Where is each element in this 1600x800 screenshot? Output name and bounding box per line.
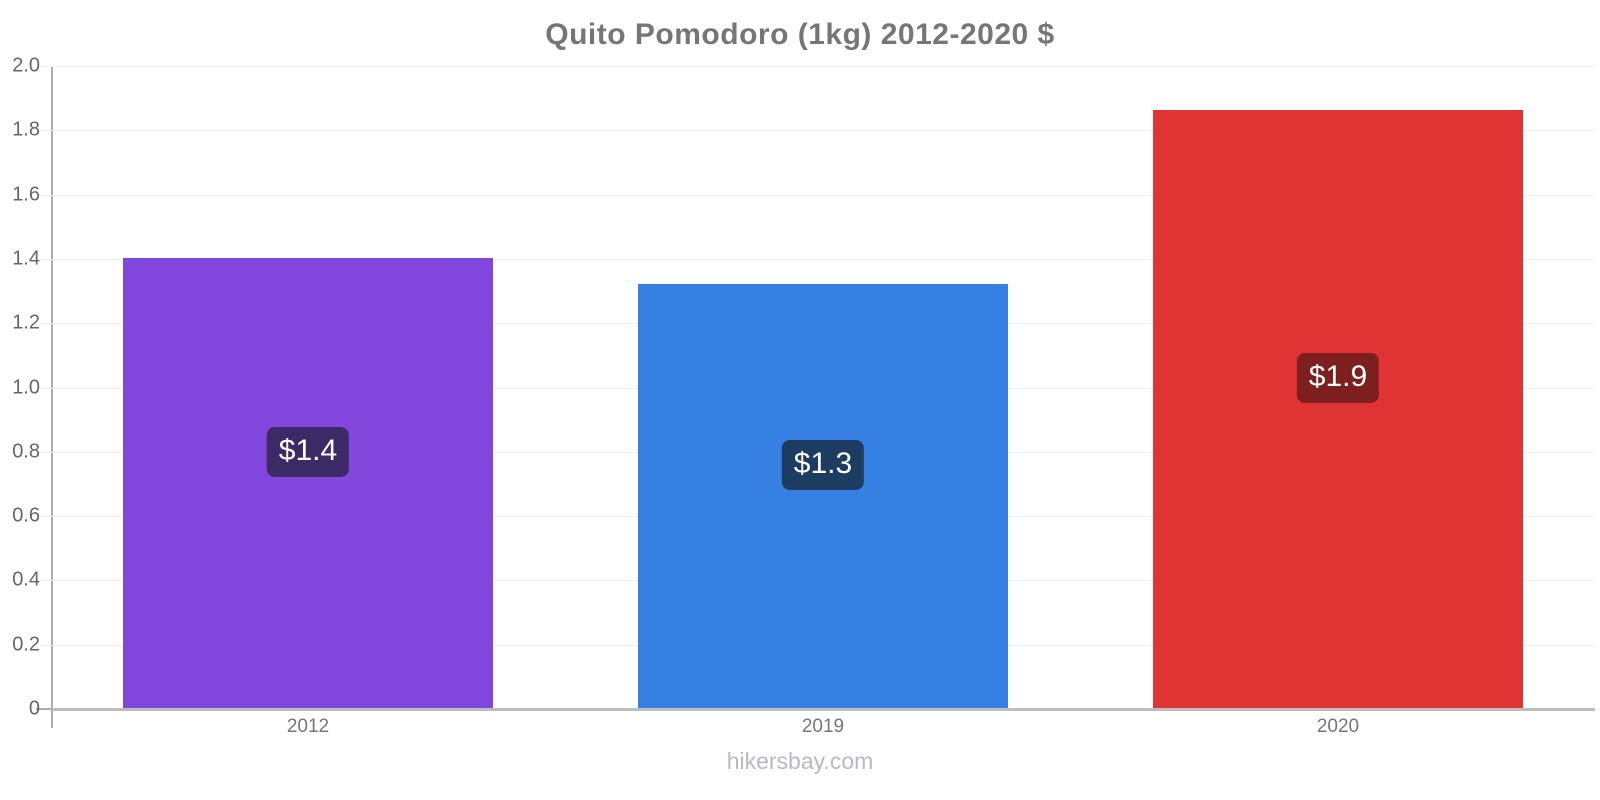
x-axis-tick-label: 2019 (801, 716, 845, 737)
y-axis-tick-label: 1.4 (12, 247, 40, 270)
x-axis-tick-label: 2012 (286, 716, 330, 737)
y-axis-tick-label: 0.6 (12, 504, 40, 527)
y-axis-zero-tick (36, 708, 52, 710)
gridline (40, 130, 1595, 132)
bar-2012[interactable]: $1.4 (123, 258, 493, 708)
bar-value-badge: $1.4 (266, 427, 350, 477)
y-axis-tick-label: 1.8 (12, 118, 40, 141)
y-axis-tick-label: 1.0 (12, 376, 40, 398)
x-axis-line (52, 708, 1595, 711)
footer-link[interactable]: hikersbay.com (726, 748, 874, 774)
y-axis-tick-label: 0.8 (12, 440, 40, 463)
y-axis-tick-label: 1.6 (12, 183, 40, 206)
y-axis-tick-label: 0 (28, 697, 40, 720)
gridline (40, 66, 1595, 67)
y-axis-tick-label: 0.4 (12, 568, 40, 591)
chart-title: Quito Pomodoro (1kg) 2012-2020 $ (545, 18, 1055, 51)
y-axis-tick-label: 2.0 (12, 54, 40, 77)
bar-2019[interactable]: $1.3 (638, 284, 1008, 708)
y-axis-tick-label: 0.2 (12, 633, 40, 656)
y-axis-line (51, 66, 53, 728)
bar-value-badge: $1.9 (1296, 353, 1380, 403)
x-axis-tick-label: 2020 (1316, 716, 1360, 737)
gridline (40, 194, 1595, 196)
bar-value-badge: $1.3 (781, 440, 865, 490)
y-axis-tick-label: 1.2 (12, 311, 40, 334)
gridline (40, 258, 1595, 260)
bar-2020[interactable]: $1.9 (1153, 110, 1523, 708)
